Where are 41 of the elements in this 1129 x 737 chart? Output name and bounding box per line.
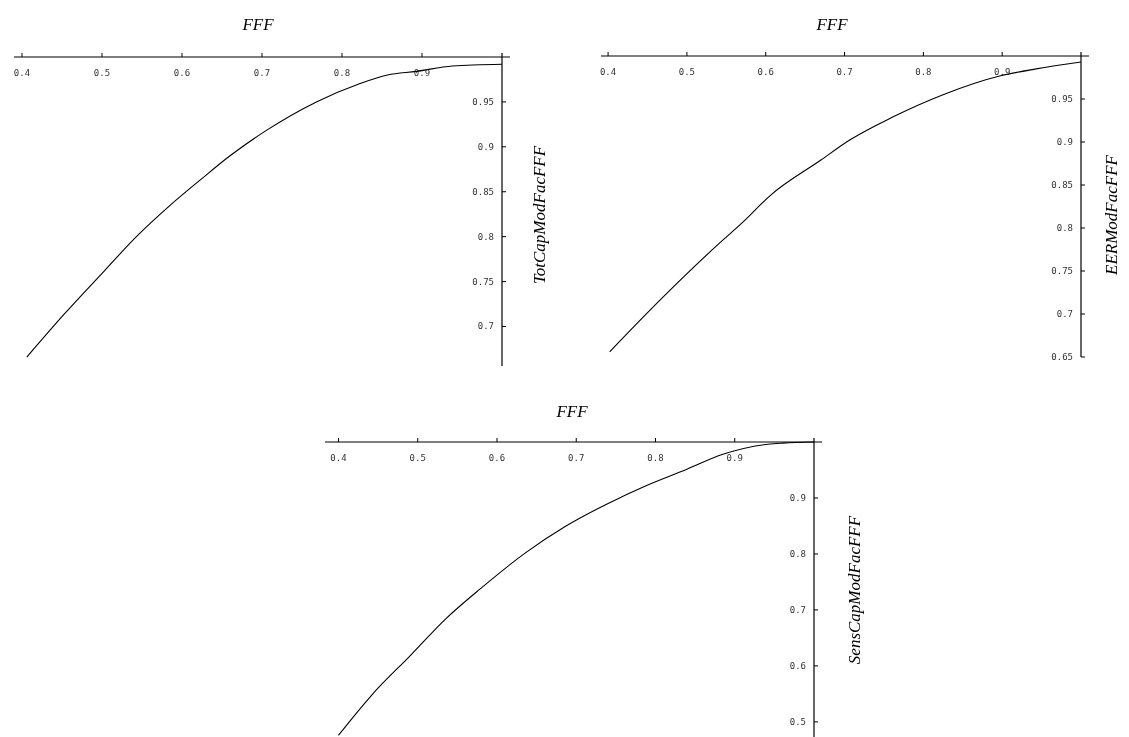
x-tick-label: 0.7	[836, 67, 853, 77]
y-tick-label: 0.9	[789, 492, 806, 503]
x-tick-label: 0.7	[253, 68, 271, 78]
y-axis-title: EERModFacFFF	[1102, 154, 1121, 276]
y-tick-label: 0.75	[1051, 266, 1073, 276]
y-tick-label: 0.7	[477, 321, 494, 332]
y-tick-label: 0.85	[1051, 180, 1073, 190]
x-tick-label: 0.6	[757, 67, 774, 77]
x-axis-title: FFF	[815, 15, 849, 34]
y-tick-label: 0.7	[1056, 309, 1073, 319]
x-tick-label: 0.6	[488, 453, 506, 463]
x-axis-title: FFF	[555, 402, 589, 421]
y-tick-label: 0.95	[472, 96, 494, 107]
x-tick-label: 0.5	[93, 68, 111, 78]
x-tick-label: 0.4	[330, 453, 347, 463]
y-tick-label: 0.7	[789, 604, 806, 615]
y-tick-label: 0.85	[472, 186, 494, 197]
x-tick-label: 0.4	[599, 67, 617, 77]
y-axis-title: TotCapModFacFFF	[530, 145, 549, 285]
x-tick-label: 0.8	[647, 453, 664, 463]
y-tick-label: 0.75	[472, 276, 494, 287]
x-axis-title: FFF	[241, 15, 275, 34]
y-tick-label: 0.5	[789, 716, 806, 727]
y-tick-label: 0.8	[477, 231, 494, 242]
y-axis-title: SensCapModFacFFF	[845, 515, 864, 665]
x-tick-label: 0.5	[678, 67, 696, 77]
y-tick-label: 0.9	[1056, 137, 1073, 147]
y-tick-label: 0.9	[477, 141, 494, 152]
x-tick-label: 0.6	[173, 68, 191, 78]
x-tick-label: 0.5	[409, 453, 426, 463]
x-tick-label: 0.8	[915, 67, 932, 77]
y-tick-label: 0.8	[1056, 223, 1073, 233]
x-tick-label: 0.4	[13, 68, 31, 78]
y-tick-label: 0.95	[1051, 94, 1073, 104]
x-tick-label: 0.9	[994, 67, 1011, 77]
x-tick-label: 0.8	[333, 68, 351, 78]
x-tick-label: 0.7	[568, 453, 585, 463]
y-tick-label: 0.6	[789, 660, 806, 671]
y-tick-label: 0.8	[789, 548, 806, 559]
x-tick-label: 0.9	[726, 453, 743, 463]
y-tick-label: 0.65	[1051, 352, 1073, 362]
